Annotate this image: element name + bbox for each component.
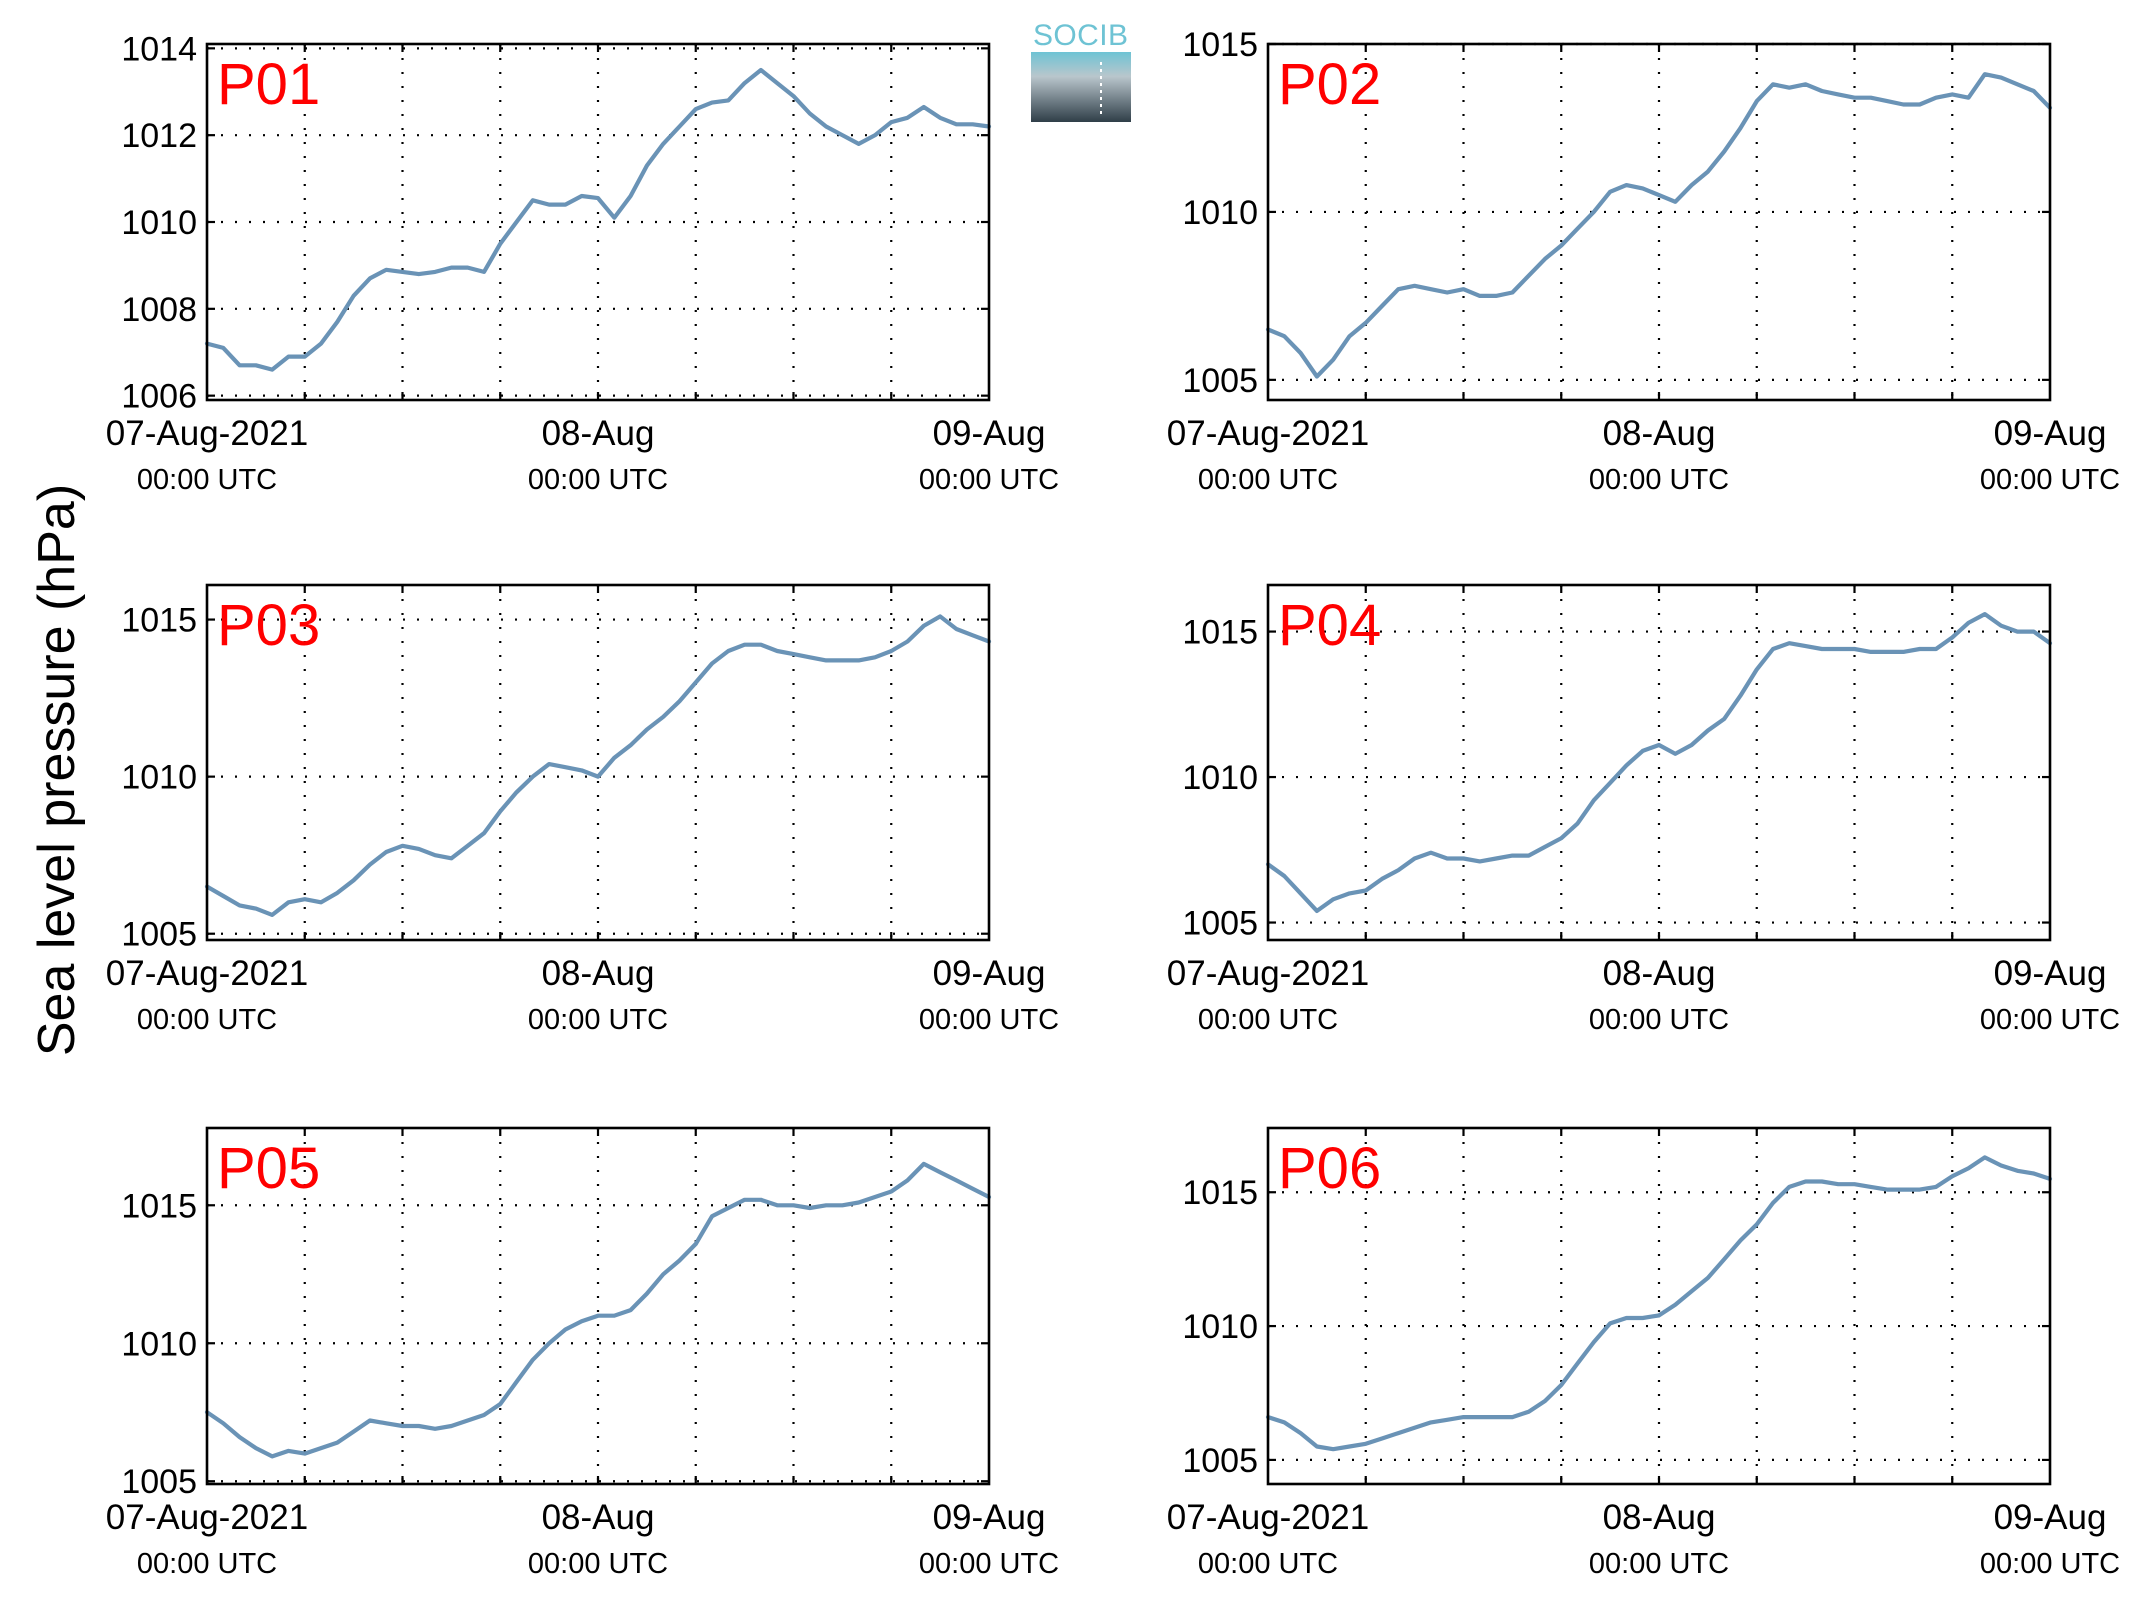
x-tick-label: 09-Aug xyxy=(1994,1498,2107,1537)
x-tick-sublabel: 00:00 UTC xyxy=(1589,1004,1729,1036)
y-tick-label: 1010 xyxy=(1182,194,1258,232)
x-tick-sublabel: 00:00 UTC xyxy=(137,1548,277,1580)
x-tick-label: 09-Aug xyxy=(933,1498,1046,1537)
y-tick-label: 1015 xyxy=(1182,1174,1258,1212)
x-tick-sublabel: 00:00 UTC xyxy=(528,464,668,496)
x-tick-label: 07-Aug-2021 xyxy=(106,1498,308,1537)
x-tick-label: 09-Aug xyxy=(933,954,1046,993)
axes-frame xyxy=(205,42,991,402)
x-tick-sublabel: 00:00 UTC xyxy=(1198,1548,1338,1580)
y-tick-label: 1005 xyxy=(121,1463,197,1501)
y-tick-label: 1015 xyxy=(121,1187,197,1225)
y-tick-label: 1005 xyxy=(1182,362,1258,400)
x-tick-label: 07-Aug-2021 xyxy=(106,954,308,993)
x-tick-sublabel: 00:00 UTC xyxy=(919,464,1059,496)
y-tick-label: 1010 xyxy=(1182,759,1258,797)
y-tick-label: 1010 xyxy=(121,759,197,797)
x-tick-sublabel: 00:00 UTC xyxy=(919,1548,1059,1580)
y-tick-label: 1014 xyxy=(121,30,197,68)
panel-p06: 1005 1010 1015 07-Aug-2021 00:00 UTC 08-Aug 00… xyxy=(1167,1126,2120,1580)
y-tick-label: 1010 xyxy=(121,204,197,242)
x-tick-sublabel: 00:00 UTC xyxy=(1980,464,2120,496)
axes-frame xyxy=(1266,1126,2052,1486)
panel-title: P01 xyxy=(217,52,320,117)
panel-p04: 1005 1010 1015 07-Aug-2021 00:00 UTC 08-Aug 00… xyxy=(1167,583,2120,1036)
axes-frame xyxy=(1266,42,2052,402)
x-tick-sublabel: 00:00 UTC xyxy=(1589,464,1729,496)
axes-frame xyxy=(205,583,991,942)
x-tick-sublabel: 00:00 UTC xyxy=(1198,1004,1338,1036)
x-tick-label: 08-Aug xyxy=(1603,1498,1716,1537)
y-tick-label: 1008 xyxy=(121,291,197,329)
x-tick-label: 09-Aug xyxy=(933,414,1046,453)
x-tick-sublabel: 00:00 UTC xyxy=(1198,464,1338,496)
logo-text: SOCIB xyxy=(1033,19,1129,52)
x-tick-label: 09-Aug xyxy=(1994,954,2107,993)
pressure-series-line xyxy=(204,1161,992,1459)
x-tick-sublabel: 00:00 UTC xyxy=(528,1548,668,1580)
pressure-series-line xyxy=(1265,72,2053,379)
pressure-series-line xyxy=(1265,612,2053,913)
x-tick-sublabel: 00:00 UTC xyxy=(137,464,277,496)
y-axis-label: Sea level pressure (hPa) xyxy=(28,484,86,1056)
y-tick-label: 1005 xyxy=(1182,1442,1258,1480)
x-tick-label: 07-Aug-2021 xyxy=(1167,414,1369,453)
panel-p02: 1005 1010 1015 07-Aug-2021 00:00 UTC 08-Aug 00… xyxy=(1167,26,2120,496)
x-tick-sublabel: 00:00 UTC xyxy=(1980,1548,2120,1580)
panel-title: P06 xyxy=(1278,1136,1381,1201)
y-tick-label: 1006 xyxy=(121,378,197,416)
y-tick-label: 1010 xyxy=(121,1325,197,1363)
panels-group: 1006 1008 1010 1012 1014 07-Aug-2021 00:00 UTC… xyxy=(106,26,2120,1580)
panel-p03: 1005 1010 1015 07-Aug-2021 00:00 UTC 08-Aug 00… xyxy=(106,583,1059,1036)
x-tick-sublabel: 00:00 UTC xyxy=(1589,1548,1729,1580)
pressure-series-line xyxy=(204,67,992,372)
panel-title: P04 xyxy=(1278,593,1381,658)
x-tick-label: 08-Aug xyxy=(542,954,655,993)
x-tick-label: 07-Aug-2021 xyxy=(1167,954,1369,993)
axes-frame xyxy=(1266,583,2052,942)
x-tick-sublabel: 00:00 UTC xyxy=(1980,1004,2120,1036)
x-tick-label: 08-Aug xyxy=(1603,954,1716,993)
socib-logo: SOCIB xyxy=(1031,19,1131,122)
y-tick-label: 1010 xyxy=(1182,1308,1258,1346)
y-tick-label: 1015 xyxy=(1182,26,1258,64)
x-tick-sublabel: 00:00 UTC xyxy=(137,1004,277,1036)
panel-title: P05 xyxy=(217,1136,320,1201)
x-tick-label: 08-Aug xyxy=(542,414,655,453)
x-tick-label: 07-Aug-2021 xyxy=(1167,1498,1369,1537)
pressure-series-line xyxy=(204,614,992,917)
y-tick-label: 1005 xyxy=(121,916,197,954)
x-tick-label: 07-Aug-2021 xyxy=(106,414,308,453)
x-tick-label: 08-Aug xyxy=(1603,414,1716,453)
y-tick-label: 1015 xyxy=(121,602,197,640)
panel-p01: 1006 1008 1010 1012 1014 07-Aug-2021 00:00 UTC… xyxy=(106,30,1059,496)
y-tick-label: 1015 xyxy=(1182,614,1258,652)
panel-p05: 1005 1010 1015 07-Aug-2021 00:00 UTC 08-Aug 00… xyxy=(106,1126,1059,1580)
x-tick-label: 09-Aug xyxy=(1994,414,2107,453)
x-tick-sublabel: 00:00 UTC xyxy=(919,1004,1059,1036)
x-tick-label: 08-Aug xyxy=(542,1498,655,1537)
panel-title: P02 xyxy=(1278,52,1381,117)
pressure-series-line xyxy=(1265,1155,2053,1452)
y-tick-label: 1012 xyxy=(121,117,197,155)
axes-frame xyxy=(205,1126,991,1486)
panel-title: P03 xyxy=(217,593,320,658)
x-tick-sublabel: 00:00 UTC xyxy=(528,1004,668,1036)
y-tick-label: 1005 xyxy=(1182,905,1258,943)
